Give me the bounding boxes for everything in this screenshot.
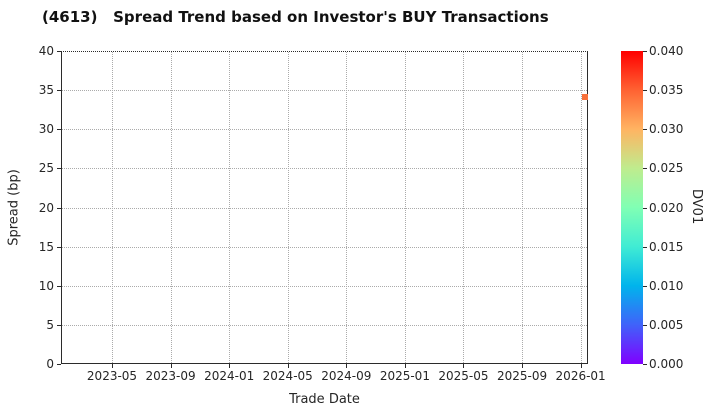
y-tick-label: 25 <box>38 161 54 176</box>
x-tick-mark <box>522 364 524 368</box>
y-tick-mark <box>57 246 61 248</box>
colorbar-tick-label: 0.000 <box>649 357 684 371</box>
x-tick-mark <box>170 364 172 368</box>
x-tick-label: 2023-09 <box>145 369 196 383</box>
colorbar-tick-label: 0.025 <box>649 161 684 176</box>
colorbar-tick-mark <box>643 285 647 287</box>
y-tick-label: 35 <box>38 83 54 98</box>
y-tick-mark <box>57 51 61 52</box>
x-tick-label: 2023-05 <box>86 369 138 383</box>
colorbar-tick-mark <box>643 246 647 248</box>
colorbar-gradient <box>621 51 643 364</box>
y-gridline <box>62 129 587 131</box>
colorbar-tick-mark <box>643 90 647 92</box>
y-tick-mark <box>57 285 61 287</box>
y-gridline <box>62 168 587 170</box>
colorbar-tick-mark <box>643 129 647 131</box>
x-tick-label: 2024-05 <box>262 369 313 383</box>
colorbar-label: DV01 <box>689 189 704 225</box>
colorbar-tick-label: 0.035 <box>649 83 684 98</box>
y-tick-mark <box>57 364 61 365</box>
x-tick-label: 2024-01 <box>204 369 255 383</box>
x-tick-mark <box>463 364 465 368</box>
colorbar-tick-mark <box>643 168 647 170</box>
y-tick-mark <box>57 207 61 209</box>
x-tick-label: 2025-01 <box>379 369 430 383</box>
colorbar-tick-label: 0.015 <box>649 239 684 254</box>
colorbar-tick-label: 0.005 <box>649 317 684 332</box>
x-tick-mark <box>346 364 348 368</box>
x-tick-label: 2025-09 <box>496 369 548 383</box>
y-tick-label: 30 <box>38 122 54 137</box>
y-tick-mark <box>57 324 61 326</box>
data-point-marker <box>581 94 588 101</box>
colorbar-tick-label: 0.030 <box>649 122 684 137</box>
x-tick-label: 2024-09 <box>321 369 372 383</box>
colorbar-tick-label: 0.010 <box>649 278 684 293</box>
colorbar-tick-mark <box>643 364 647 365</box>
y-tick-label: 20 <box>38 200 54 215</box>
colorbar-tick-mark <box>643 207 647 209</box>
x-tick-mark <box>112 364 113 368</box>
colorbar-tick-mark <box>643 324 647 326</box>
x-tick-mark <box>229 364 231 368</box>
colorbar-tick-label: 0.020 <box>649 200 684 215</box>
colorbar-tick-mark <box>643 51 647 52</box>
x-tick-mark <box>404 364 406 368</box>
x-tick-label: 2026-01 <box>555 369 606 383</box>
y-gridline <box>62 207 587 209</box>
y-tick-label: 0 <box>46 357 54 371</box>
y-tick-mark <box>57 129 61 131</box>
y-tick-label: 15 <box>38 239 54 254</box>
y-gridline <box>62 285 587 287</box>
y-gridline <box>62 90 587 92</box>
y-gridline <box>62 246 587 248</box>
chart-title: (4613) Spread Trend based on Investor's … <box>42 8 549 26</box>
x-tick-mark <box>287 364 289 368</box>
y-tick-label: 40 <box>38 44 54 58</box>
plot-area <box>61 51 588 364</box>
y-tick-mark <box>57 90 61 92</box>
x-tick-mark <box>580 364 582 368</box>
x-axis-label: Trade Date <box>289 392 360 407</box>
y-tick-label: 5 <box>46 317 54 332</box>
y-tick-label: 10 <box>38 278 54 293</box>
colorbar-tick-label: 0.040 <box>649 44 684 58</box>
y-tick-mark <box>57 168 61 170</box>
y-gridline <box>62 324 587 326</box>
x-tick-label: 2025-05 <box>438 369 489 383</box>
